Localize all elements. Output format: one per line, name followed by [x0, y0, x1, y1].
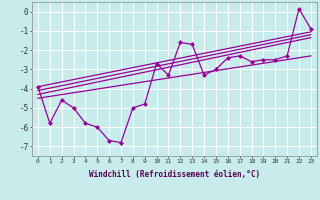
X-axis label: Windchill (Refroidissement éolien,°C): Windchill (Refroidissement éolien,°C) [89, 170, 260, 179]
